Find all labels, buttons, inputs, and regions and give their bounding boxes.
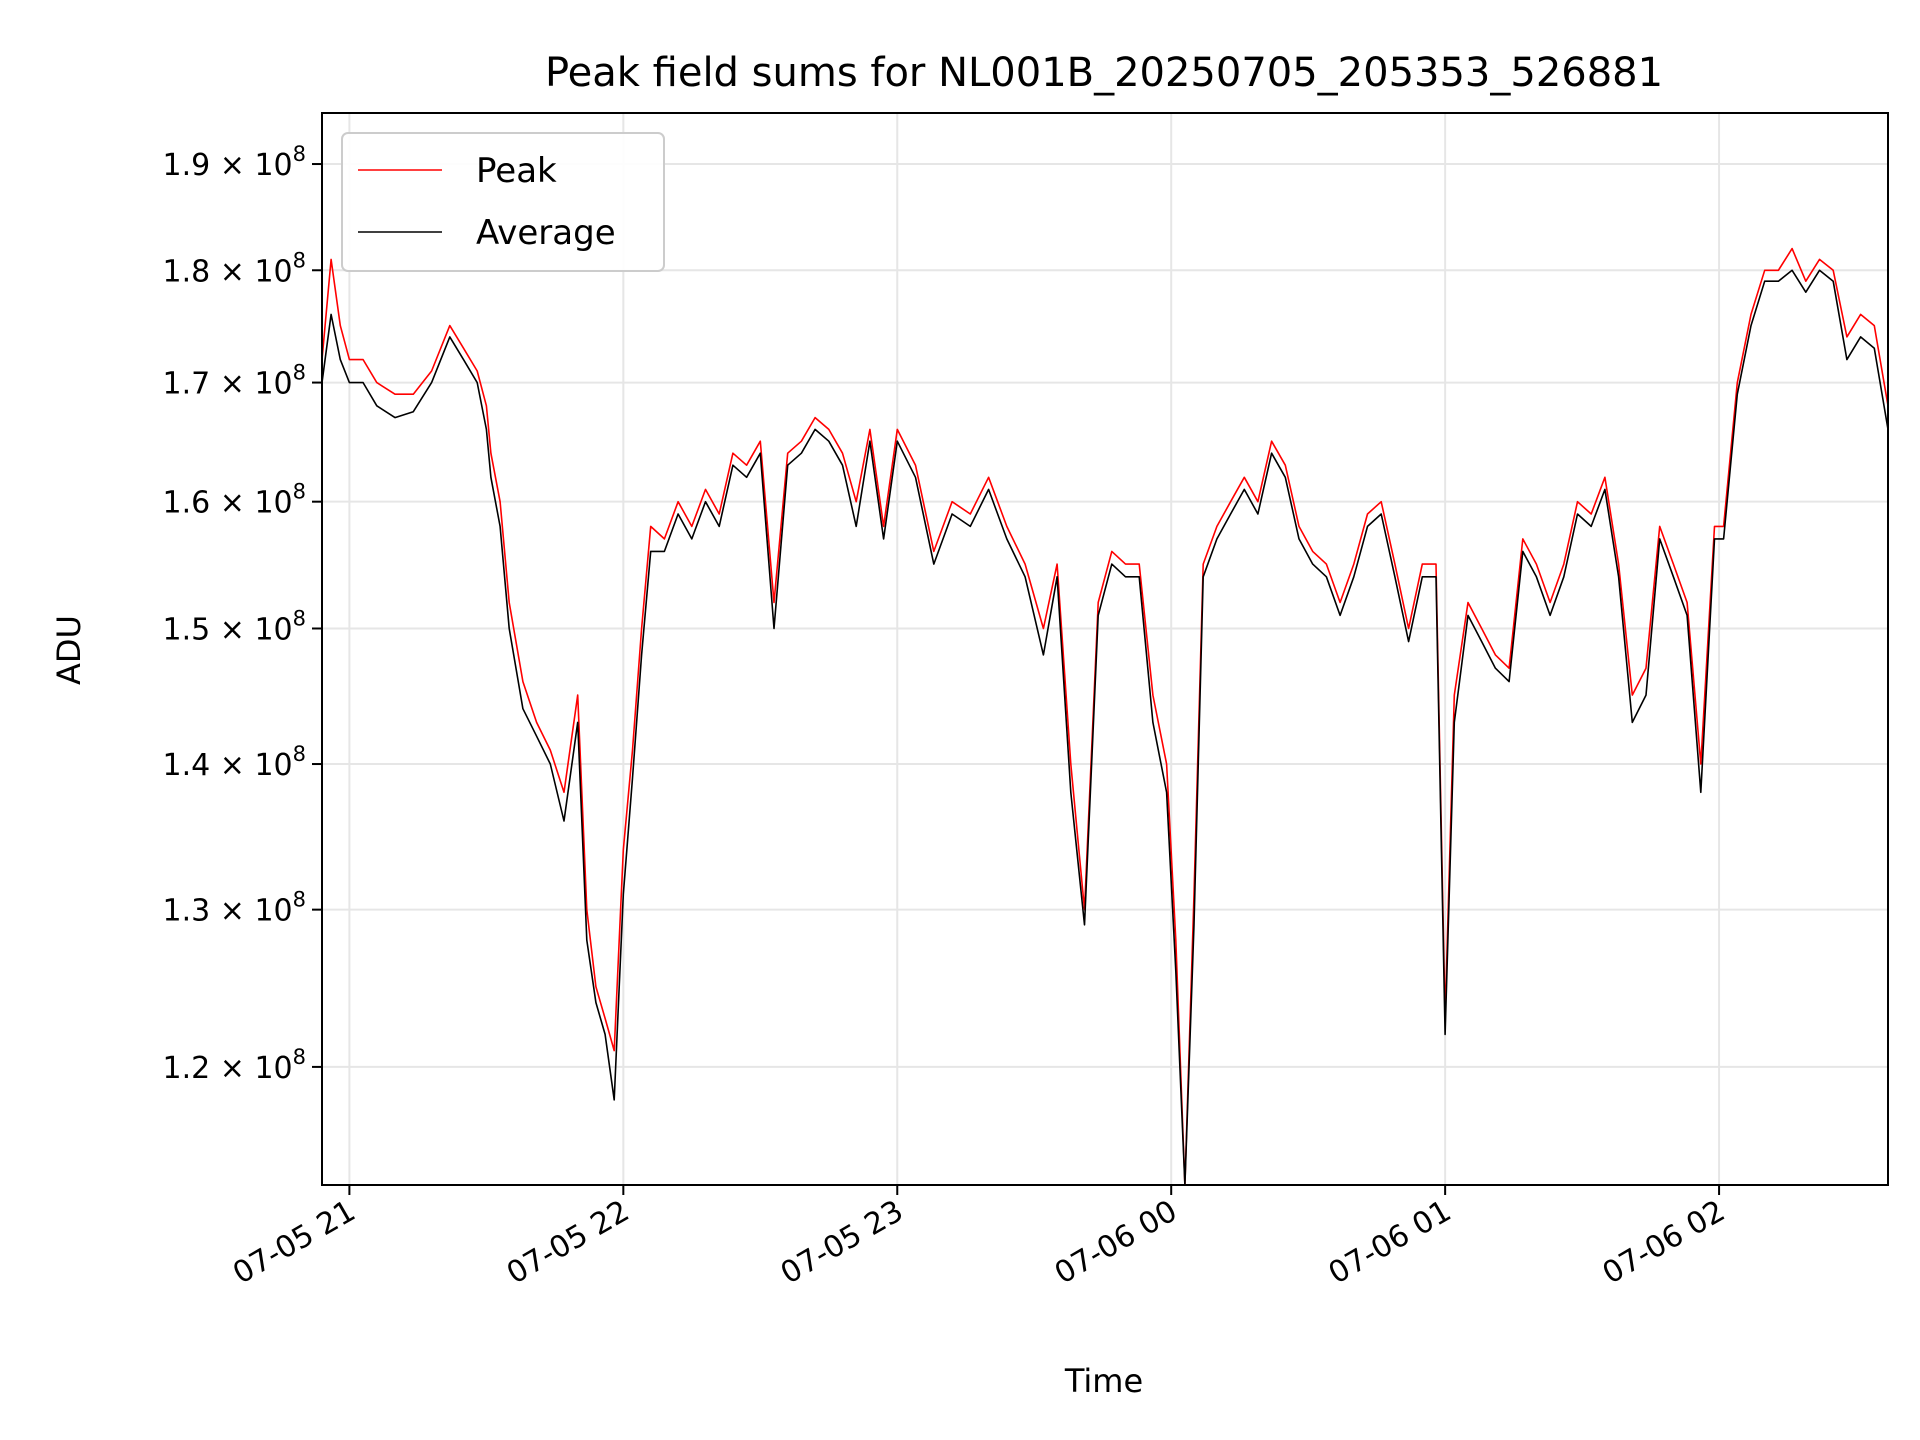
- y-tick-exponent: 8: [293, 742, 306, 766]
- chart-title: Peak field sums for NL001B_20250705_2053…: [545, 50, 1663, 96]
- y-tick-exponent: 8: [293, 248, 306, 272]
- y-tick-label: 1.8 × 108: [163, 248, 306, 289]
- x-axis-label: Time: [1064, 1362, 1143, 1400]
- y-tick-label: 1.6 × 108: [163, 480, 306, 521]
- series-line-peak: [322, 247, 1888, 1185]
- y-tick-label: 1.4 × 108: [163, 742, 306, 783]
- series-layer: [322, 247, 1888, 1185]
- y-tick-mantissa: 1.4 × 10: [163, 748, 293, 783]
- y-tick-mantissa: 1.6 × 10: [163, 486, 293, 521]
- y-tick-exponent: 8: [293, 361, 306, 385]
- y-tick-exponent: 8: [293, 888, 306, 912]
- y-tick-label: 1.2 × 108: [163, 1045, 306, 1086]
- plot-frame: [321, 112, 1889, 1186]
- legend: Peak Average: [341, 132, 665, 272]
- y-tick-exponent: 8: [293, 1045, 306, 1069]
- series-line-average: [322, 269, 1888, 1185]
- legend-label-average: Average: [476, 213, 616, 253]
- y-tick-mantissa: 1.7 × 10: [163, 367, 293, 402]
- y-tick-label: 1.5 × 108: [163, 606, 306, 647]
- y-tick-label: 1.3 × 108: [163, 888, 306, 929]
- legend-box: [341, 132, 665, 272]
- y-tick-mantissa: 1.5 × 10: [163, 612, 293, 647]
- legend-label-peak: Peak: [476, 151, 557, 191]
- y-tick-mantissa: 1.3 × 10: [163, 894, 293, 929]
- y-tick-mantissa: 1.8 × 10: [163, 254, 293, 289]
- y-tick-label: 1.7 × 108: [163, 361, 306, 402]
- y-tick-exponent: 8: [293, 606, 306, 630]
- y-tick-exponent: 8: [293, 480, 306, 504]
- y-tick-exponent: 8: [293, 142, 306, 166]
- grid: [322, 113, 1888, 1185]
- y-tick-label: 1.9 × 108: [163, 142, 306, 183]
- y-tick-mantissa: 1.2 × 10: [163, 1051, 293, 1086]
- y-axis-label: ADU: [50, 615, 88, 685]
- y-tick-mantissa: 1.9 × 10: [163, 148, 293, 183]
